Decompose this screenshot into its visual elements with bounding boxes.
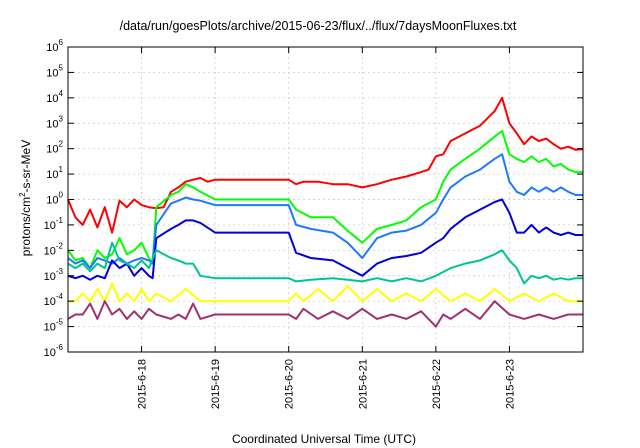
y-tick-exp: 3: [59, 114, 64, 123]
y-tick-label: 106: [46, 38, 63, 54]
x-axis-label: Coordinated Universal Time (UTC): [232, 432, 416, 446]
y-tick-label: 104: [46, 89, 63, 105]
y-tick-exp: 5: [59, 63, 64, 72]
y-tick-base: 10: [46, 67, 58, 79]
y-tick-exp: 6: [59, 38, 64, 47]
y-tick-base: 10: [46, 42, 58, 54]
y-tick-label: 10-2: [44, 241, 64, 257]
y-tick-base: 10: [44, 245, 56, 257]
y-tick-base: 10: [44, 220, 56, 232]
y-tick-exp: 4: [59, 89, 64, 98]
y-tick-base: 10: [46, 93, 58, 105]
y-tick-exp: -6: [56, 343, 64, 352]
grid: [68, 47, 583, 352]
series-line-4: [67, 198, 583, 281]
y-tick-base: 10: [44, 271, 56, 283]
chart-title: /data/run/goesPlots/archive/2015-06-23/f…: [120, 19, 517, 33]
y-tick-exp: 1: [59, 165, 64, 174]
y-axis-label-sup: 2: [18, 192, 27, 197]
y-tick-label: 10-4: [44, 292, 64, 308]
series-line-7: [67, 300, 583, 328]
x-tick-label: 2015-6-18: [137, 359, 149, 409]
x-tick-label: 2015-6-20: [284, 359, 296, 409]
series-line-2: [67, 129, 583, 270]
y-tick-exp: 0: [59, 191, 64, 200]
y-tick-exp: -2: [56, 241, 64, 250]
x-ticks: 2015-6-18 2015-6-19 2015-6-20 2015-6-21 2015…: [137, 47, 516, 409]
series-layer: [67, 96, 584, 328]
y-tick-exp: -1: [56, 216, 64, 225]
y-tick-label: 100: [46, 191, 63, 207]
series-line-5: [67, 241, 583, 285]
y-tick-base: 10: [44, 322, 56, 334]
y-tick-label: 101: [46, 165, 63, 181]
y-tick-base: 10: [44, 296, 56, 308]
y-tick-base: 10: [46, 169, 58, 181]
series-line-6: [68, 282, 583, 303]
y-tick-label: 102: [46, 140, 63, 156]
y-ticks: 10-610-510-410-310-210-11001011021031041…: [44, 38, 583, 359]
y-tick-exp: -5: [56, 318, 64, 327]
series-line-1: [67, 96, 584, 234]
y-tick-base: 10: [46, 195, 58, 207]
y-tick-base: 10: [46, 144, 58, 156]
y-axis-label-rest: -s-sr-MeV: [19, 140, 33, 193]
y-tick-label: 10-1: [44, 216, 64, 232]
x-tick-label: 2015-6-21: [357, 359, 369, 409]
x-tick-label: 2015-6-23: [504, 359, 516, 409]
y-tick-label: 10-6: [44, 343, 64, 359]
x-tick-label: 2015-6-19: [210, 359, 222, 409]
plot-frame: [67, 46, 584, 353]
y-tick-base: 10: [44, 347, 56, 359]
y-tick-exp: -3: [56, 267, 64, 276]
y-tick-label: 10-3: [44, 267, 64, 283]
x-tick-label: 2015-6-22: [431, 359, 443, 409]
y-tick-label: 103: [46, 114, 63, 130]
y-tick-label: 105: [46, 63, 63, 79]
y-axis-label-base: protons/cm: [19, 197, 33, 256]
y-tick-exp: 2: [59, 140, 64, 149]
y-tick-base: 10: [46, 118, 58, 130]
y-tick-label: 10-5: [44, 318, 64, 334]
y-axis-label: protons/cm2-s-sr-MeV: [18, 140, 33, 256]
y-tick-exp: -4: [56, 292, 64, 301]
